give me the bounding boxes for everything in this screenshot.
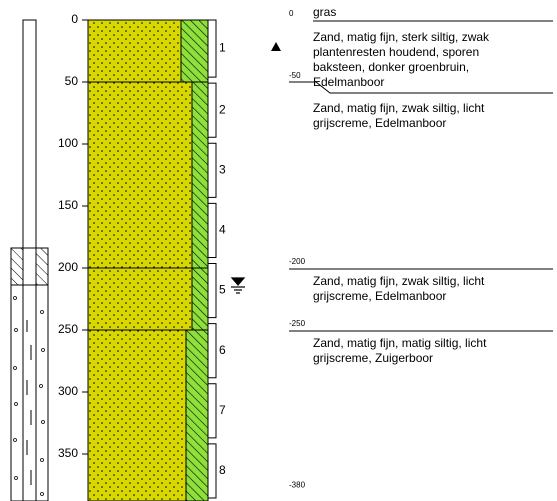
depth-label: 100 [58, 136, 78, 150]
sample-box [208, 384, 216, 438]
depth-label: 150 [58, 198, 78, 212]
sample-label: 4 [219, 223, 226, 237]
layer-description: grijscreme, Edelmanboor [313, 116, 446, 130]
layer-description: Zand, matig fijn, zwak siltig, licht [313, 274, 485, 288]
groundwater-symbol [231, 278, 245, 293]
layer-description: Zand, matig fijn, sterk siltig, zwak [313, 30, 490, 44]
depth-label: 0 [71, 12, 78, 26]
sample-label: 3 [219, 162, 226, 176]
silt-stripe [192, 268, 208, 330]
level-label: 0 [289, 9, 294, 18]
depth-label: 50 [65, 74, 79, 88]
layer-description: Edelmanboor [313, 75, 384, 89]
silt-stripe [181, 20, 208, 82]
silt-stripe [186, 330, 208, 501]
depth-label: 300 [58, 384, 78, 398]
sample-box [208, 83, 216, 137]
sample-label: 7 [219, 403, 226, 417]
level-label: -200 [289, 257, 306, 266]
sample-box [208, 264, 216, 318]
depth-label: 200 [58, 260, 78, 274]
layer-description: Zand, matig fijn, matig siltig, licht [313, 336, 487, 350]
silt-stripe [192, 82, 208, 268]
sample-label: 5 [219, 283, 226, 297]
borehole-log: 0 50 100 150 200 250 300 350 1 2 3 4 5 6 7 8 0 gras Zand, … [0, 0, 557, 501]
layer-name: gras [313, 5, 336, 19]
marker-triangle [271, 42, 281, 51]
layer-description: plantenresten houdend, sporen [313, 45, 479, 59]
sample-box [208, 324, 216, 378]
soil-layer [88, 82, 208, 268]
sample-label: 8 [219, 463, 226, 477]
layer-description: Zand, matig fijn, zwak siltig, licht [313, 101, 485, 115]
level-label: -50 [289, 71, 301, 80]
layer-description: grijscreme, Edelmanboor [313, 289, 446, 303]
casing [11, 20, 48, 501]
layer-description: baksteen, donker groenbruin, [313, 60, 469, 74]
sample-box [208, 203, 216, 257]
depth-label: 250 [58, 322, 78, 336]
sample-box [208, 20, 216, 77]
sample-box [208, 444, 216, 498]
soil-layer [88, 268, 208, 330]
sample-label: 2 [219, 102, 226, 116]
sample-box [208, 143, 216, 197]
layer-description: grijscreme, Zuigerboor [313, 351, 433, 365]
level-label: -380 [289, 480, 306, 489]
level-label: -250 [289, 319, 306, 328]
sample-label: 6 [219, 343, 226, 357]
sample-label: 1 [219, 41, 226, 55]
depth-label: 350 [58, 446, 78, 460]
